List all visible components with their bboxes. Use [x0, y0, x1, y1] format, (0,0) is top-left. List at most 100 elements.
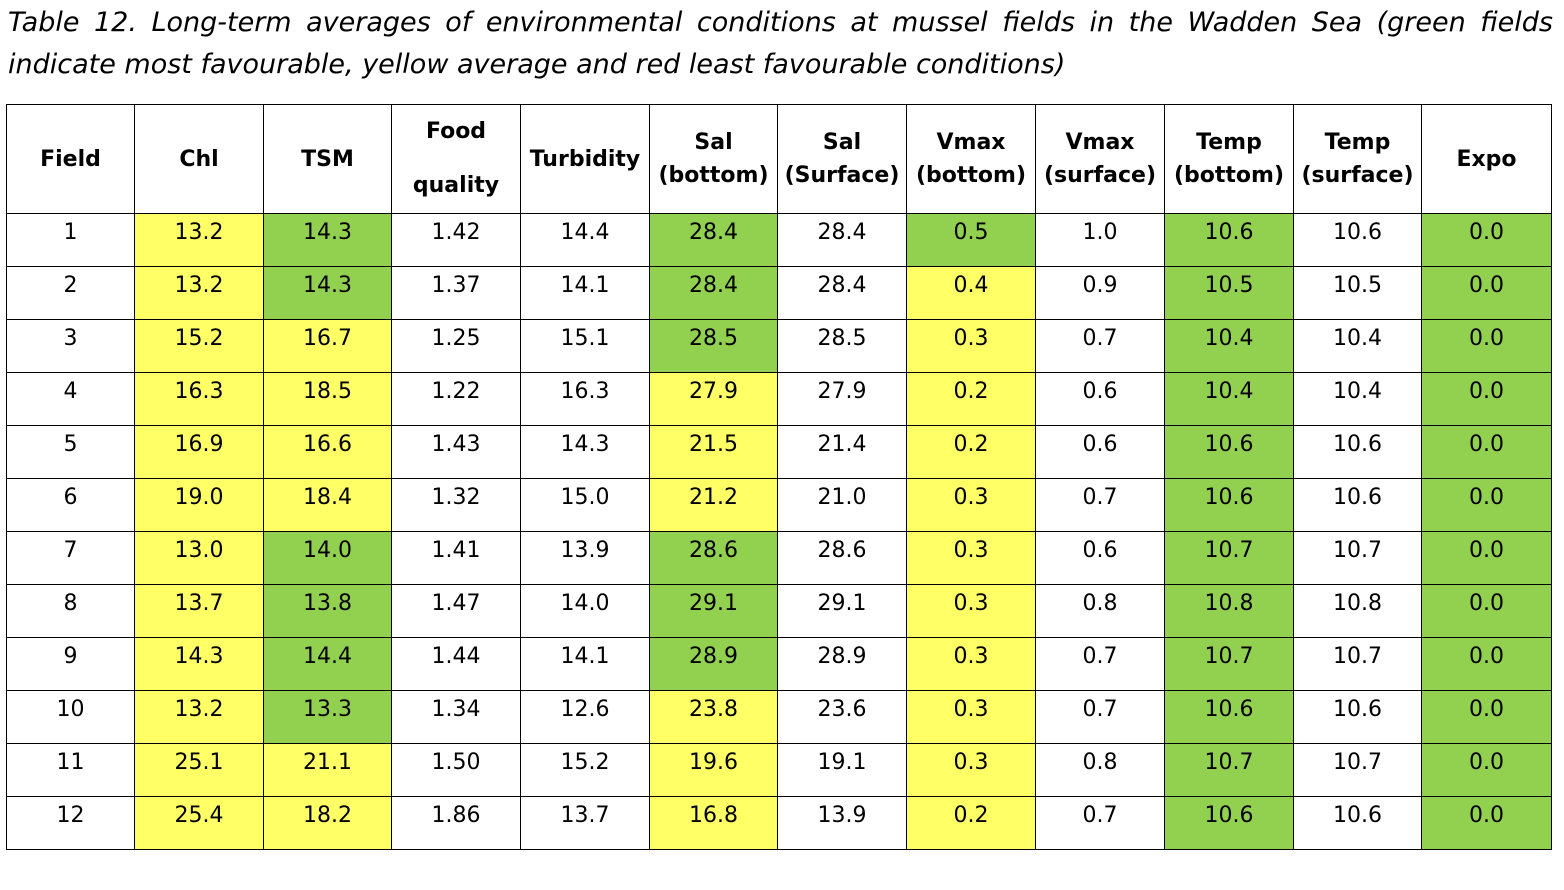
table-cell: 13.7: [520, 796, 650, 850]
field-number-cell: 1: [6, 213, 135, 267]
table-cell: 15.0: [520, 478, 650, 532]
column-header-text: Temp: [1324, 130, 1391, 155]
table-cell: 0.9: [1035, 266, 1165, 320]
table-cell: 0.6: [1035, 531, 1165, 585]
table-cell: 27.9: [777, 372, 907, 426]
field-number-cell: 6: [6, 478, 135, 532]
field-number-cell: 10: [6, 690, 135, 744]
column-header-text: Temp: [1196, 130, 1262, 155]
column-header-text: Sal: [822, 130, 862, 155]
column-header: Temp (surface): [1293, 104, 1422, 214]
table-cell: 10.4: [1293, 319, 1422, 373]
table-cell: 18.5: [263, 372, 392, 426]
table-row: 2 13.2 14.3 1.37 14.1 28.4 28.4 0.4 0.9 10.5 10.5 0…: [6, 266, 1552, 320]
column-header: Vmax (bottom): [906, 104, 1036, 214]
table-cell: 10.8: [1164, 584, 1294, 638]
table-cell: 1.86: [391, 796, 521, 850]
table-row: 3 15.2 16.7 1.25 15.1 28.5 28.5 0.3 0.7 10.4 10.4 0…: [6, 319, 1552, 373]
table-cell: 10.6: [1293, 213, 1422, 267]
table-cell: 14.3: [263, 266, 392, 320]
table-cell: 10.7: [1164, 637, 1294, 691]
table-cell: 0.4: [906, 266, 1036, 320]
column-header-text: Vmax: [936, 130, 1006, 155]
table-cell: 0.2: [906, 796, 1036, 850]
table-cell: 10.4: [1164, 372, 1294, 426]
table-cell: 14.3: [134, 637, 264, 691]
field-number-cell: 11: [6, 743, 135, 797]
table-cell: 10.7: [1164, 531, 1294, 585]
table-cell: 1.44: [391, 637, 521, 691]
table-cell: 0.0: [1421, 743, 1552, 797]
table-cell: 28.4: [777, 213, 907, 267]
table-cell: 1.50: [391, 743, 521, 797]
table-cell: 15.1: [520, 319, 650, 373]
table-row: 9 14.3 14.4 1.44 14.1 28.9 28.9 0.3 0.7 10.7 10.7 0…: [6, 637, 1552, 691]
table-cell: 21.4: [777, 425, 907, 479]
table-cell: 0.5: [906, 213, 1036, 267]
table-row: 5 16.9 16.6 1.43 14.3 21.5 21.4 0.2 0.6 10.6 10.6 0…: [6, 425, 1552, 479]
table-caption: Table 12. Long-term averages of environm…: [8, 7, 1553, 80]
table-cell: 1.42: [391, 213, 521, 267]
table-cell: 13.9: [520, 531, 650, 585]
table-cell: 19.6: [649, 743, 778, 797]
table-cell: 21.0: [777, 478, 907, 532]
table-cell: 0.6: [1035, 425, 1165, 479]
table-cell: 0.0: [1421, 796, 1552, 850]
table-cell: 18.4: [263, 478, 392, 532]
table-row: 1 13.2 14.3 1.42 14.4 28.4 28.4 0.5 1.0 10.6 10.6 0…: [6, 213, 1552, 267]
column-header: Field: [6, 104, 135, 214]
table-cell: 10.6: [1164, 425, 1294, 479]
table-cell: 0.0: [1421, 690, 1552, 744]
table-cell: 13.9: [777, 796, 907, 850]
table-cell: 0.8: [1035, 584, 1165, 638]
table-row: 10 13.2 13.3 1.34 12.6 23.8 23.6 0.3 0.7 10.6 10.6…: [6, 690, 1552, 744]
table-cell: 10.7: [1293, 637, 1422, 691]
table-row: 6 19.0 18.4 1.32 15.0 21.2 21.0 0.3 0.7 10.6 10.6 0…: [6, 478, 1552, 532]
table-cell: 14.3: [520, 425, 650, 479]
table-cell: 1.0: [1035, 213, 1165, 267]
column-header-text: Field: [40, 146, 101, 172]
table-cell: 0.7: [1035, 478, 1165, 532]
table-row: 8 13.7 13.8 1.47 14.0 29.1 29.1 0.3 0.8 10.8 10.8 0…: [6, 584, 1552, 638]
table-cell: 10.6: [1164, 478, 1294, 532]
table-row: 11 25.1 21.1 1.50 15.2 19.6 19.1 0.3 0.8 10.7 10.7…: [6, 743, 1552, 797]
table-cell: 0.2: [906, 372, 1036, 426]
column-header-text: Food: [425, 119, 487, 144]
table-row: 4 16.3 18.5 1.22 16.3 27.9 27.9 0.2 0.6 10.4 10.4 0…: [6, 372, 1552, 426]
table-cell: 1.47: [391, 584, 521, 638]
column-header-text: (Surface): [784, 163, 900, 188]
table-cell: 13.2: [134, 213, 264, 267]
table-cell: 10.7: [1293, 531, 1422, 585]
table-cell: 14.0: [520, 584, 650, 638]
table-cell: 0.3: [906, 531, 1036, 585]
column-header-text: TSM: [301, 146, 354, 172]
column-header-text: Turbidity: [529, 146, 641, 172]
table-cell: 1.43: [391, 425, 521, 479]
table-cell: 25.4: [134, 796, 264, 850]
field-number-cell: 8: [6, 584, 135, 638]
table-cell: 28.4: [649, 266, 778, 320]
table-cell: 0.0: [1421, 372, 1552, 426]
table-cell: 16.3: [520, 372, 650, 426]
table-cell: 16.6: [263, 425, 392, 479]
table-cell: 0.0: [1421, 637, 1552, 691]
table-cell: 10.6: [1293, 425, 1422, 479]
table-cell: 13.0: [134, 531, 264, 585]
field-number-cell: 7: [6, 531, 135, 585]
field-number-cell: 5: [6, 425, 135, 479]
table-cell: 28.6: [649, 531, 778, 585]
table-cell: 13.3: [263, 690, 392, 744]
table-row: 12 25.4 18.2 1.86 13.7 16.8 13.9 0.2 0.7 10.6 10.6…: [6, 796, 1552, 850]
table-cell: 14.1: [520, 637, 650, 691]
table-cell: 14.0: [263, 531, 392, 585]
table-cell: 10.7: [1164, 743, 1294, 797]
table-cell: 0.3: [906, 584, 1036, 638]
table-cell: 16.7: [263, 319, 392, 373]
table-cell: 0.7: [1035, 796, 1165, 850]
field-number-cell: 4: [6, 372, 135, 426]
table-cell: 10.6: [1293, 796, 1422, 850]
table-cell: 0.3: [906, 478, 1036, 532]
table-cell: 13.2: [134, 690, 264, 744]
table-cell: 0.6: [1035, 372, 1165, 426]
table-cell: 0.7: [1035, 637, 1165, 691]
